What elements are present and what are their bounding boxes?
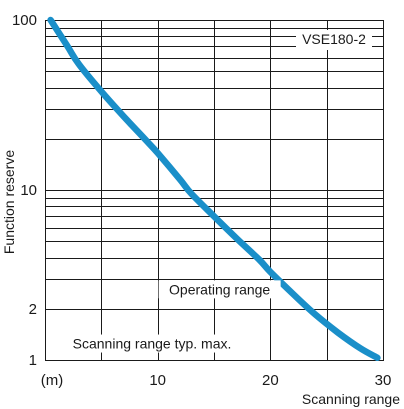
x-tick-label: 20 (262, 372, 279, 389)
x-axis-title: Scanning range (302, 391, 400, 407)
x-unit-label: (m) (41, 372, 64, 389)
y-tick-label: 2 (29, 301, 37, 318)
legend-label: VSE180-2 (302, 31, 366, 47)
annotation-background (158, 280, 281, 299)
y-tick-label: 10 (20, 182, 37, 199)
annotation-label: Scanning range typ. max. (73, 336, 232, 352)
series-layer (47, 16, 381, 362)
legend-box (296, 30, 372, 50)
x-tick-label: 10 (149, 372, 166, 389)
x-tick-label: 30 (375, 372, 392, 389)
plot-border (45, 20, 384, 361)
series-line (47, 16, 381, 362)
plot-frame (45, 20, 384, 361)
annotation-background (56, 334, 248, 353)
grid (45, 20, 383, 361)
y-tick-label: 1 (29, 352, 37, 369)
annotations: Operating range Scanning range typ. max. (56, 280, 281, 353)
y-tick-label: 100 (12, 12, 37, 29)
tick-labels: 100 10 2 1 10 20 30 (12, 12, 391, 389)
y-axis-title: Function reserve (1, 150, 17, 254)
annotation-label: Operating range (169, 281, 270, 297)
